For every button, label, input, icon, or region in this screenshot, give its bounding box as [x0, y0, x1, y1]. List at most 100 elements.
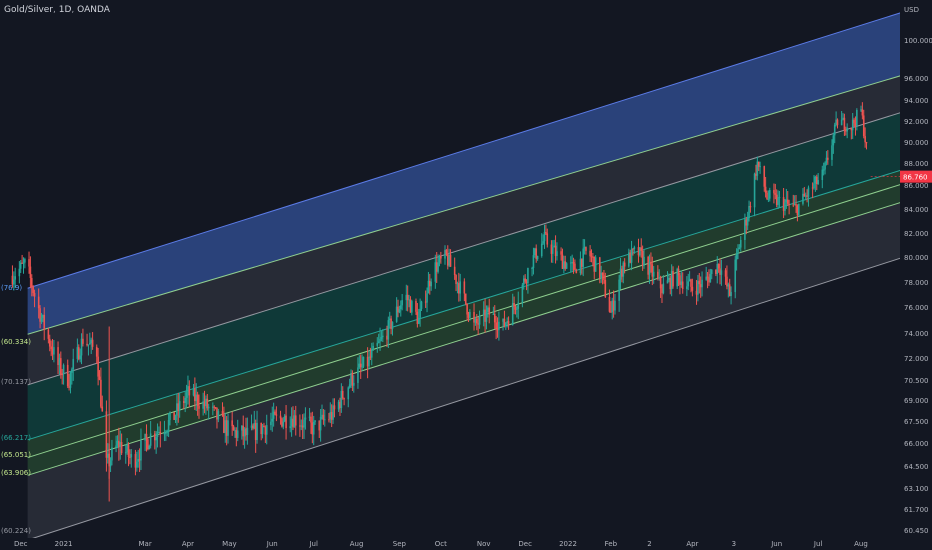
candle-body	[285, 415, 287, 429]
candle-body	[11, 275, 14, 285]
candle-body	[101, 406, 104, 412]
candle-body	[408, 299, 410, 301]
candle-body	[348, 384, 351, 388]
candle-body	[243, 428, 246, 437]
price-axis-label: 72.000	[904, 355, 929, 363]
candle-body	[601, 272, 604, 276]
candle-body	[623, 262, 626, 267]
candle-body	[593, 256, 596, 272]
candle-body	[144, 433, 146, 441]
candle-body	[183, 401, 185, 403]
candle-body	[279, 415, 282, 419]
candle-body	[854, 123, 857, 127]
candle-body	[69, 372, 72, 388]
candle-body	[332, 405, 334, 420]
time-axis-label: 2	[647, 540, 651, 548]
time-axis-label: Jul	[308, 540, 318, 548]
candle-body	[388, 318, 391, 321]
candle-body	[98, 376, 101, 380]
candle-body	[86, 343, 88, 346]
candle-body	[475, 318, 478, 324]
candle-body	[737, 249, 739, 254]
candle-body	[717, 263, 720, 269]
candle-body	[328, 419, 330, 421]
candle-body	[329, 412, 332, 420]
candle-body	[264, 426, 267, 435]
channel-line-mid-3	[27, 192, 932, 476]
candle-body	[604, 279, 607, 297]
candle-body	[28, 259, 30, 267]
candle-body	[118, 440, 120, 448]
candle-body	[594, 257, 597, 272]
candle-body	[836, 119, 839, 126]
price-axis-label: 74.000	[904, 330, 929, 338]
candle-body	[487, 307, 489, 312]
candle-body	[811, 187, 814, 189]
candle-body	[552, 247, 554, 254]
candle-body	[506, 321, 508, 323]
candle-body	[726, 276, 728, 287]
candle-body	[464, 293, 467, 304]
candle-body	[524, 278, 526, 282]
candle-body	[275, 414, 278, 416]
candle-body	[156, 432, 159, 438]
candle-body	[419, 308, 421, 318]
symbol-name: Gold/Silver	[4, 5, 54, 15]
candle-body	[270, 421, 272, 426]
candle-body	[608, 296, 611, 312]
time-axis-label: Jul	[813, 540, 823, 548]
candle-body	[619, 268, 622, 280]
candle-body	[361, 366, 363, 368]
candle-body	[716, 263, 719, 274]
candle-body	[254, 423, 257, 441]
candle-body	[184, 397, 186, 403]
candle-body	[391, 321, 394, 330]
candle-body	[503, 318, 506, 327]
candle-body	[835, 119, 837, 125]
candle-body	[311, 422, 314, 435]
price-axis-label: 78.000	[904, 279, 929, 287]
candle-body	[659, 277, 662, 289]
candle-body	[777, 197, 779, 205]
candle-body	[466, 303, 468, 315]
candle-body	[14, 276, 17, 280]
candle-body	[583, 247, 586, 249]
price-axis-label: 84.000	[904, 206, 929, 214]
interval-label: 1D	[58, 5, 72, 15]
candle-body	[582, 248, 585, 267]
candle-body	[473, 311, 475, 323]
candle-body	[797, 203, 800, 216]
candle-body	[513, 302, 515, 307]
candle-body	[22, 262, 25, 264]
candle-body	[753, 173, 756, 208]
candle-body	[50, 346, 52, 350]
candle-body	[339, 401, 341, 409]
candle-body	[565, 263, 568, 269]
time-axis-label: Aug	[854, 540, 868, 548]
candle-body	[628, 252, 630, 267]
candle-body	[856, 109, 858, 127]
candle-body	[293, 415, 296, 428]
candle-body	[748, 206, 750, 219]
candle-body	[543, 231, 546, 242]
candle-body	[446, 254, 449, 266]
price-axis-label: 61.700	[904, 506, 929, 514]
candle-body	[554, 245, 557, 257]
current-price-badge	[900, 170, 932, 183]
candle-body	[455, 275, 457, 284]
candle-body	[560, 251, 562, 255]
candle-body	[312, 421, 315, 435]
candle-body	[843, 117, 846, 131]
candle-body	[525, 281, 528, 284]
candle-body	[610, 311, 612, 313]
candle-body	[72, 358, 75, 370]
candle-body	[260, 422, 262, 435]
candle-body	[357, 367, 359, 383]
candle-body	[632, 248, 634, 250]
candle-body	[322, 414, 325, 420]
candle-body	[745, 219, 748, 226]
candle-body	[62, 364, 65, 375]
candle-body	[641, 250, 644, 266]
candle-body	[377, 341, 380, 343]
